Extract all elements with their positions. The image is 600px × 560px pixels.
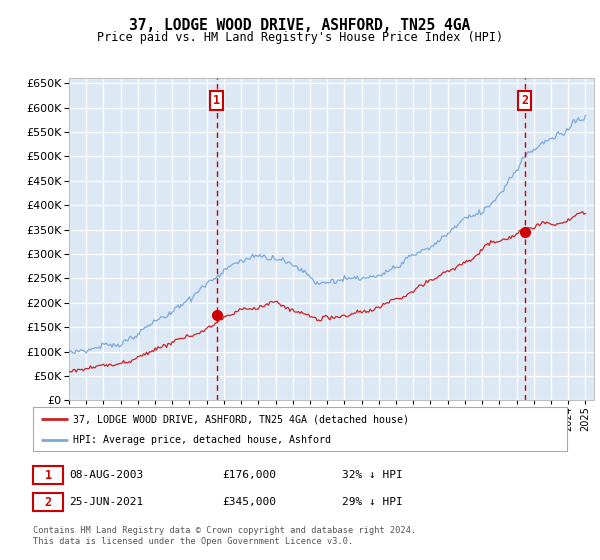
Text: 32% ↓ HPI: 32% ↓ HPI [342,470,403,480]
Text: 25-JUN-2021: 25-JUN-2021 [69,497,143,507]
Text: 08-AUG-2003: 08-AUG-2003 [69,470,143,480]
Text: HPI: Average price, detached house, Ashford: HPI: Average price, detached house, Ashf… [73,435,331,445]
Text: £345,000: £345,000 [222,497,276,507]
Text: £176,000: £176,000 [222,470,276,480]
Text: Price paid vs. HM Land Registry's House Price Index (HPI): Price paid vs. HM Land Registry's House … [97,31,503,44]
Text: 37, LODGE WOOD DRIVE, ASHFORD, TN25 4GA: 37, LODGE WOOD DRIVE, ASHFORD, TN25 4GA [130,18,470,33]
Text: 1: 1 [44,469,52,482]
Text: 2: 2 [44,496,52,508]
Text: 1: 1 [213,94,220,107]
Text: Contains HM Land Registry data © Crown copyright and database right 2024.
This d: Contains HM Land Registry data © Crown c… [33,526,416,546]
Text: 2: 2 [521,94,528,107]
Text: 37, LODGE WOOD DRIVE, ASHFORD, TN25 4GA (detached house): 37, LODGE WOOD DRIVE, ASHFORD, TN25 4GA … [73,414,409,424]
Text: 29% ↓ HPI: 29% ↓ HPI [342,497,403,507]
